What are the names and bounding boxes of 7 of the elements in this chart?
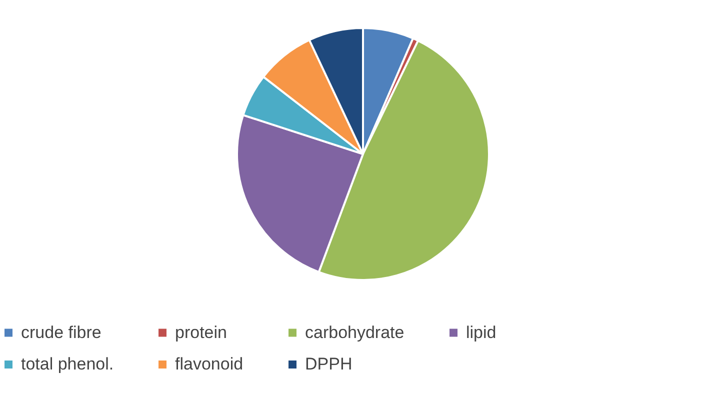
legend-label: DPPH — [305, 354, 352, 374]
legend-label: lipid — [466, 322, 496, 342]
legend-label: total phenol. — [21, 354, 114, 374]
legend-label: flavonoid — [175, 354, 244, 374]
legend-label: crude fibre — [21, 322, 102, 342]
legend-label: carbohydrate — [305, 322, 404, 342]
legend-label: protein — [175, 322, 227, 342]
